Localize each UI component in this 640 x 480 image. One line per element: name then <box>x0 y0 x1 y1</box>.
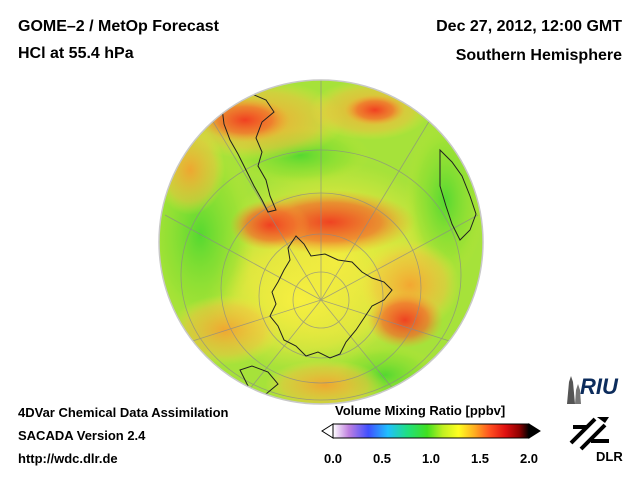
colorbar <box>321 423 541 439</box>
colorbar-tick-label: 0.5 <box>372 451 392 466</box>
forecast-date: Dec 27, 2012, 12:00 GMT <box>436 18 622 35</box>
colorbar-tick-label: 0.0 <box>323 451 343 466</box>
globe-field <box>159 80 483 404</box>
globe-outline <box>158 79 484 405</box>
africa-coastline <box>439 148 477 241</box>
south-america-coastline <box>221 93 277 213</box>
dlr-logo-text: DLR <box>596 449 623 464</box>
dlr-logo-icon <box>569 417 609 451</box>
hemisphere-label: Southern Hemisphere <box>455 47 622 64</box>
footer-version-label: SACADA Version 2.4 <box>18 428 146 443</box>
footer-assimilation-label: 4DVar Chemical Data Assimilation <box>18 405 229 420</box>
coastlines <box>221 93 477 395</box>
riu-logo-text: RIU <box>580 374 618 399</box>
colorbar-tick-label: 1.5 <box>470 451 490 466</box>
colorbar-tick-label: 1.0 <box>421 451 441 466</box>
riu-logo-icon <box>567 376 581 404</box>
footer-url-link[interactable]: http://wdc.dlr.de <box>18 451 118 466</box>
colorbar-gradient <box>332 423 530 439</box>
title-line1: GOME–2 / MetOp Forecast <box>18 18 219 35</box>
graticule <box>164 80 479 401</box>
antarctica-coastline <box>269 235 393 359</box>
title-line2: HCl at 55.4 hPa <box>18 45 134 62</box>
colorbar-max-arrow <box>528 423 541 439</box>
colorbar-tick-label: 2.0 <box>519 451 539 466</box>
colorbar-min-arrow <box>321 423 334 439</box>
colorbar-title: Volume Mixing Ratio [ppbv] <box>335 403 506 418</box>
